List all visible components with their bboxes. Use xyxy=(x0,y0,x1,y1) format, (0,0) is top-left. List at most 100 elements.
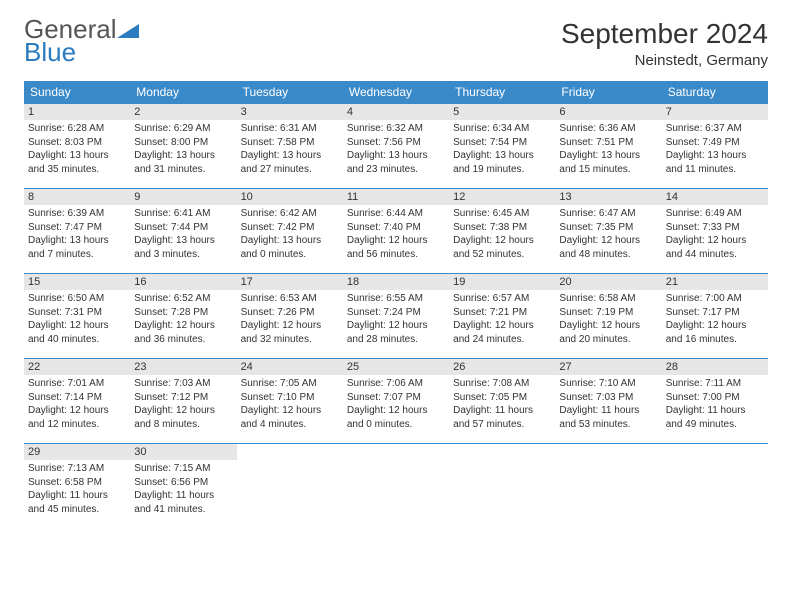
day-cell: 22Sunrise: 7:01 AMSunset: 7:14 PMDayligh… xyxy=(24,359,130,437)
day-number: 5 xyxy=(449,104,555,120)
sunrise-line: Sunrise: 6:57 AM xyxy=(453,292,551,306)
daylight-line: Daylight: 13 hours and 27 minutes. xyxy=(241,149,339,176)
weeks-container: 1Sunrise: 6:28 AMSunset: 8:03 PMDaylight… xyxy=(24,103,768,522)
day-cell: 1Sunrise: 6:28 AMSunset: 8:03 PMDaylight… xyxy=(24,104,130,182)
sunset-line: Sunset: 7:58 PM xyxy=(241,136,339,150)
day-cell: 16Sunrise: 6:52 AMSunset: 7:28 PMDayligh… xyxy=(130,274,236,352)
day-number: 19 xyxy=(449,274,555,290)
day-details: Sunrise: 6:50 AMSunset: 7:31 PMDaylight:… xyxy=(28,292,126,346)
sunrise-line: Sunrise: 6:45 AM xyxy=(453,207,551,221)
month-title: September 2024 xyxy=(561,18,768,50)
sunset-line: Sunset: 7:17 PM xyxy=(666,306,764,320)
day-number: 16 xyxy=(130,274,236,290)
daylight-line: Daylight: 12 hours and 52 minutes. xyxy=(453,234,551,261)
sunset-line: Sunset: 7:10 PM xyxy=(241,391,339,405)
weekday-row: SundayMondayTuesdayWednesdayThursdayFrid… xyxy=(24,81,768,103)
day-cell: 14Sunrise: 6:49 AMSunset: 7:33 PMDayligh… xyxy=(662,189,768,267)
day-cell: 25Sunrise: 7:06 AMSunset: 7:07 PMDayligh… xyxy=(343,359,449,437)
sunrise-line: Sunrise: 7:06 AM xyxy=(347,377,445,391)
daylight-line: Daylight: 13 hours and 31 minutes. xyxy=(134,149,232,176)
day-number: 26 xyxy=(449,359,555,375)
day-number: 2 xyxy=(130,104,236,120)
sunrise-line: Sunrise: 6:42 AM xyxy=(241,207,339,221)
sunset-line: Sunset: 7:44 PM xyxy=(134,221,232,235)
day-cell: 15Sunrise: 6:50 AMSunset: 7:31 PMDayligh… xyxy=(24,274,130,352)
sunrise-line: Sunrise: 7:15 AM xyxy=(134,462,232,476)
weekday-wednesday: Wednesday xyxy=(343,81,449,103)
day-cell: 11Sunrise: 6:44 AMSunset: 7:40 PMDayligh… xyxy=(343,189,449,267)
sunrise-line: Sunrise: 6:55 AM xyxy=(347,292,445,306)
day-cell: 4Sunrise: 6:32 AMSunset: 7:56 PMDaylight… xyxy=(343,104,449,182)
day-number: 7 xyxy=(662,104,768,120)
day-cell: 29Sunrise: 7:13 AMSunset: 6:58 PMDayligh… xyxy=(24,444,130,522)
day-number: 21 xyxy=(662,274,768,290)
week-row: 22Sunrise: 7:01 AMSunset: 7:14 PMDayligh… xyxy=(24,358,768,437)
sunset-line: Sunset: 7:40 PM xyxy=(347,221,445,235)
day-details: Sunrise: 7:11 AMSunset: 7:00 PMDaylight:… xyxy=(666,377,764,431)
sunset-line: Sunset: 7:33 PM xyxy=(666,221,764,235)
week-row: 8Sunrise: 6:39 AMSunset: 7:47 PMDaylight… xyxy=(24,188,768,267)
daylight-line: Daylight: 13 hours and 15 minutes. xyxy=(559,149,657,176)
daylight-line: Daylight: 12 hours and 16 minutes. xyxy=(666,319,764,346)
sunrise-line: Sunrise: 7:10 AM xyxy=(559,377,657,391)
sunset-line: Sunset: 7:56 PM xyxy=(347,136,445,150)
day-details: Sunrise: 6:37 AMSunset: 7:49 PMDaylight:… xyxy=(666,122,764,176)
day-details: Sunrise: 7:03 AMSunset: 7:12 PMDaylight:… xyxy=(134,377,232,431)
sunset-line: Sunset: 7:54 PM xyxy=(453,136,551,150)
sunset-line: Sunset: 7:31 PM xyxy=(28,306,126,320)
day-number: 30 xyxy=(130,444,236,460)
day-details: Sunrise: 6:53 AMSunset: 7:26 PMDaylight:… xyxy=(241,292,339,346)
day-cell: 7 Sunrise: 6:37 AMSunset: 7:49 PMDaylight… xyxy=(662,104,768,182)
daylight-line: Daylight: 11 hours and 57 minutes. xyxy=(453,404,551,431)
sunrise-line: Sunrise: 6:28 AM xyxy=(28,122,126,136)
logo-triangle-icon xyxy=(117,18,139,41)
sunset-line: Sunset: 7:28 PM xyxy=(134,306,232,320)
sunset-line: Sunset: 8:00 PM xyxy=(134,136,232,150)
day-cell: 9Sunrise: 6:41 AMSunset: 7:44 PMDaylight… xyxy=(130,189,236,267)
sunset-line: Sunset: 7:51 PM xyxy=(559,136,657,150)
weekday-saturday: Saturday xyxy=(662,81,768,103)
daylight-line: Daylight: 12 hours and 44 minutes. xyxy=(666,234,764,261)
daylight-line: Daylight: 13 hours and 3 minutes. xyxy=(134,234,232,261)
sunset-line: Sunset: 7:03 PM xyxy=(559,391,657,405)
day-details: Sunrise: 6:31 AMSunset: 7:58 PMDaylight:… xyxy=(241,122,339,176)
daylight-line: Daylight: 11 hours and 41 minutes. xyxy=(134,489,232,516)
sunrise-line: Sunrise: 6:44 AM xyxy=(347,207,445,221)
day-details: Sunrise: 6:44 AMSunset: 7:40 PMDaylight:… xyxy=(347,207,445,261)
week-row: 29Sunrise: 7:13 AMSunset: 6:58 PMDayligh… xyxy=(24,443,768,522)
day-cell: 26Sunrise: 7:08 AMSunset: 7:05 PMDayligh… xyxy=(449,359,555,437)
title-block: September 2024 Neinstedt, Germany xyxy=(561,18,768,69)
day-cell: 10Sunrise: 6:42 AMSunset: 7:42 PMDayligh… xyxy=(237,189,343,267)
daylight-line: Daylight: 12 hours and 28 minutes. xyxy=(347,319,445,346)
day-number: 8 xyxy=(24,189,130,205)
day-details: Sunrise: 7:13 AMSunset: 6:58 PMDaylight:… xyxy=(28,462,126,516)
day-cell: 6Sunrise: 6:36 AMSunset: 7:51 PMDaylight… xyxy=(555,104,661,182)
sunset-line: Sunset: 6:56 PM xyxy=(134,476,232,490)
empty-cell xyxy=(343,444,449,522)
daylight-line: Daylight: 12 hours and 40 minutes. xyxy=(28,319,126,346)
day-number: 3 xyxy=(237,104,343,120)
day-number: 1 xyxy=(24,104,130,120)
day-cell: 28Sunrise: 7:11 AMSunset: 7:00 PMDayligh… xyxy=(662,359,768,437)
day-cell: 23Sunrise: 7:03 AMSunset: 7:12 PMDayligh… xyxy=(130,359,236,437)
sunrise-line: Sunrise: 6:32 AM xyxy=(347,122,445,136)
empty-cell xyxy=(449,444,555,522)
sunrise-line: Sunrise: 7:01 AM xyxy=(28,377,126,391)
day-details: Sunrise: 6:42 AMSunset: 7:42 PMDaylight:… xyxy=(241,207,339,261)
daylight-line: Daylight: 12 hours and 24 minutes. xyxy=(453,319,551,346)
sunset-line: Sunset: 7:47 PM xyxy=(28,221,126,235)
daylight-line: Daylight: 12 hours and 4 minutes. xyxy=(241,404,339,431)
sunrise-line: Sunrise: 7:03 AM xyxy=(134,377,232,391)
day-details: Sunrise: 6:32 AMSunset: 7:56 PMDaylight:… xyxy=(347,122,445,176)
daylight-line: Daylight: 12 hours and 20 minutes. xyxy=(559,319,657,346)
sunrise-line: Sunrise: 7:00 AM xyxy=(666,292,764,306)
sunrise-line: Sunrise: 6:47 AM xyxy=(559,207,657,221)
day-cell: 13Sunrise: 6:47 AMSunset: 7:35 PMDayligh… xyxy=(555,189,661,267)
weekday-sunday: Sunday xyxy=(24,81,130,103)
day-cell: 18Sunrise: 6:55 AMSunset: 7:24 PMDayligh… xyxy=(343,274,449,352)
day-cell: 19Sunrise: 6:57 AMSunset: 7:21 PMDayligh… xyxy=(449,274,555,352)
day-details: Sunrise: 6:58 AMSunset: 7:19 PMDaylight:… xyxy=(559,292,657,346)
logo-text: General Blue xyxy=(24,18,139,65)
day-details: Sunrise: 7:10 AMSunset: 7:03 PMDaylight:… xyxy=(559,377,657,431)
sunset-line: Sunset: 7:24 PM xyxy=(347,306,445,320)
